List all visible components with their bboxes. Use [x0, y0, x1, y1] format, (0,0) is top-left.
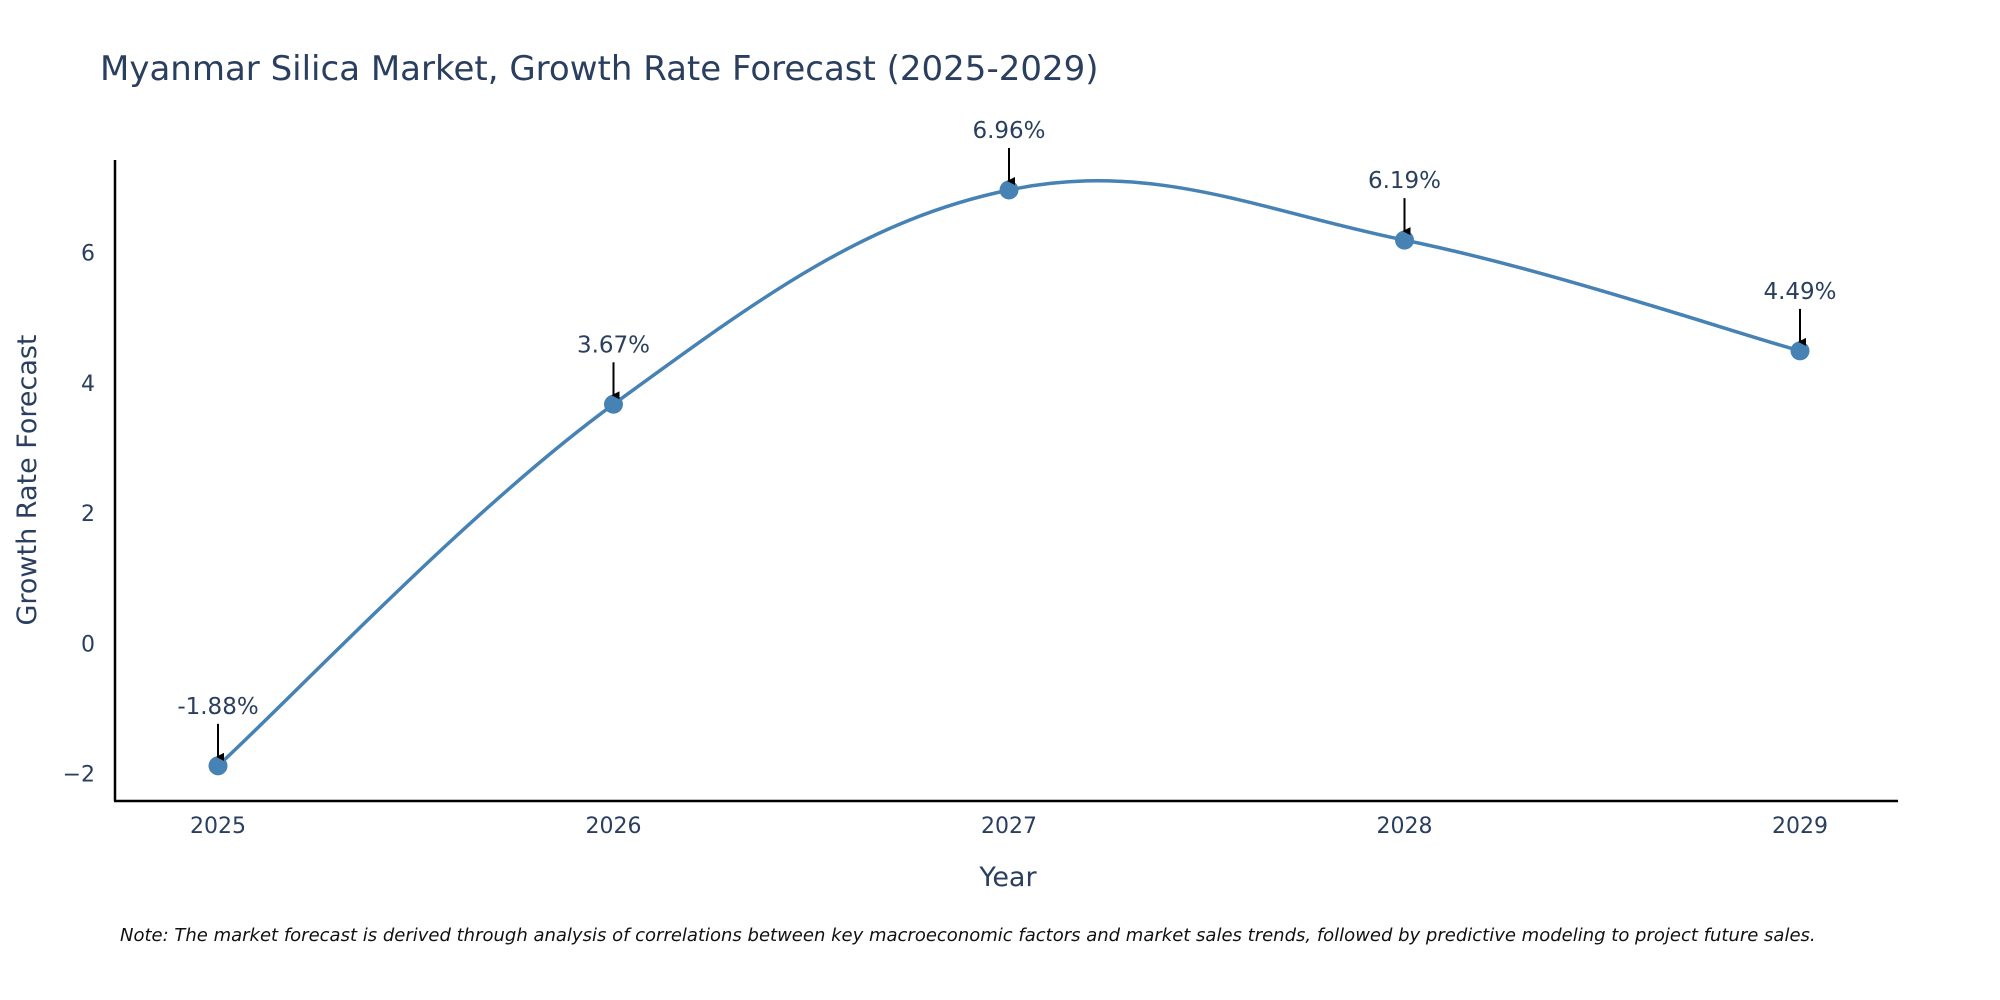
- x-tick-label: 2028: [1377, 814, 1433, 839]
- data-label: 6.96%: [972, 118, 1045, 144]
- data-label: 4.49%: [1763, 279, 1836, 305]
- data-annotations: -1.88% 3.67% 6.96% 6.19% 4.49%: [177, 118, 1837, 761]
- x-tick-label: 2027: [981, 814, 1037, 839]
- chart-title: Myanmar Silica Market, Growth Rate Forec…: [100, 49, 1099, 89]
- data-label: 6.19%: [1368, 168, 1441, 194]
- data-points: [208, 180, 1810, 776]
- data-point: [999, 180, 1019, 200]
- y-axis-ticks: −2 0 2 4 6: [63, 242, 95, 788]
- x-tick-label: 2029: [1772, 814, 1828, 839]
- x-tick-label: 2025: [190, 814, 246, 839]
- x-axis-ticks: 2025 2026 2027 2028 2029: [190, 814, 1828, 839]
- data-label: 3.67%: [577, 332, 650, 358]
- data-point: [604, 394, 623, 414]
- y-tick-label: −2: [63, 763, 95, 788]
- data-label: -1.88%: [177, 694, 258, 720]
- footnote: Note: The market forecast is derived thr…: [120, 925, 1816, 946]
- series-line: [216, 179, 1801, 768]
- y-tick-label: 4: [81, 372, 95, 397]
- y-axis-title: Growth Rate Forecast: [12, 334, 43, 625]
- y-tick-label: 6: [81, 242, 95, 267]
- x-axis-title: Year: [978, 862, 1037, 893]
- y-tick-label: 2: [81, 502, 95, 527]
- data-point: [208, 756, 228, 776]
- x-tick-label: 2026: [586, 814, 642, 839]
- data-point: [1790, 341, 1810, 361]
- y-tick-label: 0: [81, 632, 95, 657]
- data-point: [1395, 230, 1414, 250]
